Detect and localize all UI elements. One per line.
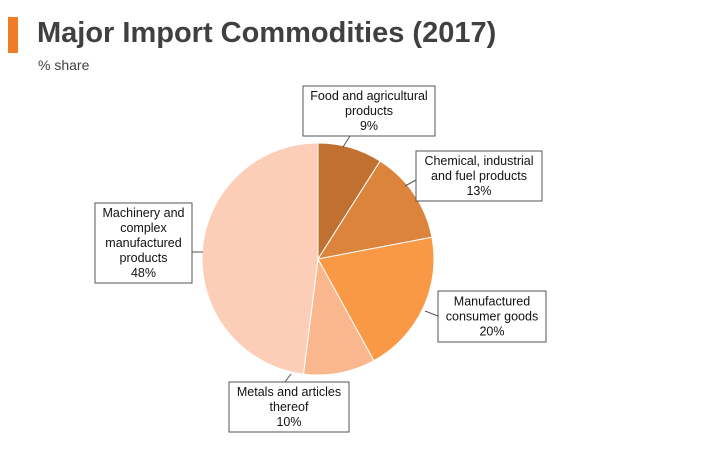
slice-name-label: products [120,251,168,265]
label-box [302,85,436,137]
slice-name-label: products [345,104,393,118]
slice-label: Machinery andcomplexmanufacturedproducts… [94,202,203,284]
leader-line [424,310,439,317]
slice-name-label: and fuel products [431,169,527,183]
slice-value-label: 48% [131,266,156,280]
slice-value-label: 9% [360,119,378,133]
label-box [94,202,193,284]
leader-line [342,135,351,148]
label-box [228,381,350,433]
pie-slice [316,160,433,260]
slice-name-label: complex [120,221,167,235]
title-accent-bar [8,17,18,53]
slice-name-label: manufactured [105,236,181,250]
pie-slice [201,142,319,375]
slice-value-label: 13% [466,184,491,198]
slice-value-label: 10% [276,415,301,429]
label-box [415,150,543,202]
slice-name-label: thereof [270,400,309,414]
slice-value-label: 20% [479,325,504,339]
slice-name-label: Chemical, industrial [424,154,533,168]
pie-slice [302,257,375,376]
slice-name-label: Metals and articles [237,385,341,399]
slice-name-label: Food and agricultural [310,89,427,103]
pie-slice [317,236,435,362]
slice-name-label: consumer goods [446,310,538,324]
slice-name-label: Manufactured [454,295,530,309]
slice-name-label: Machinery and [103,206,185,220]
leader-line [404,179,417,187]
chart-title: Major Import Commodities (2017) [37,17,497,49]
label-box [437,290,547,343]
leader-line [284,373,292,383]
chart-subtitle: % share [38,57,90,73]
